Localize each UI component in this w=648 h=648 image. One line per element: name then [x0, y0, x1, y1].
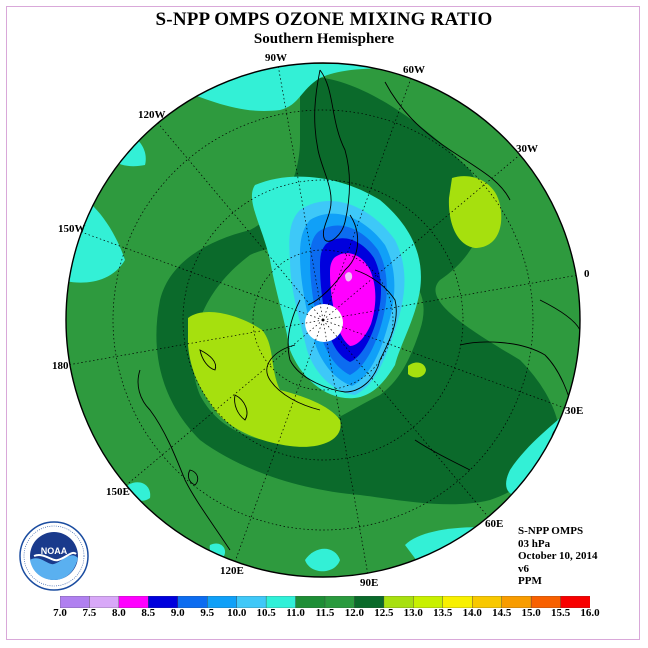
- colorbar-swatch: [560, 596, 590, 608]
- meridian-line: [125, 319, 324, 486]
- lon-label-90e: 90E: [360, 577, 379, 589]
- colorbar-tick-label: 11.5: [315, 607, 335, 619]
- colorbar-tick-label: 12.5: [374, 607, 394, 619]
- antarctica-coast: [287, 269, 397, 393]
- colorbar-tick-label: 7.0: [53, 607, 67, 619]
- coastlines: [137, 69, 580, 551]
- page-subtitle: Southern Hemisphere: [253, 31, 395, 47]
- lon-label-180: 180: [52, 360, 69, 372]
- meridian-line: [81, 231, 324, 321]
- version-label: v6: [518, 562, 529, 575]
- tasmania: [187, 469, 199, 486]
- indian-ocean-islands: [414, 439, 471, 471]
- meridians: [69, 66, 577, 574]
- latitude-circle: [112, 109, 534, 531]
- instrument-label: S-NPP OMPS: [518, 525, 584, 537]
- meridian-line: [322, 319, 368, 574]
- figure-frame: [6, 6, 640, 640]
- australia-coast: [137, 369, 231, 551]
- lon-label-120w: 120W: [138, 109, 166, 121]
- colorbar-tick-label: 11.0: [286, 607, 305, 619]
- africa-coast: [539, 299, 580, 331]
- contour-cyan-top: [180, 64, 470, 111]
- meridian-line: [278, 66, 324, 321]
- lon-label-30w: 30W: [516, 143, 538, 155]
- lon-label-150e: 150E: [106, 486, 130, 498]
- date-label: October 10, 2014: [518, 550, 598, 563]
- lon-label-0: 0: [584, 268, 590, 280]
- units-label: PPM: [518, 575, 542, 588]
- ozone-field: [66, 63, 580, 577]
- contour-cyan-bottom2: [305, 548, 340, 572]
- pressure-level: 03 hPa: [518, 537, 551, 550]
- contour-lime-3: [408, 362, 426, 378]
- colorbar-tick-label: 13.5: [433, 607, 453, 619]
- colorbar-tick-label: 15.0: [521, 607, 541, 619]
- meridian-line: [322, 275, 577, 321]
- pole-no-data: [305, 304, 343, 342]
- colorbar-tick-label: 8.5: [141, 607, 156, 619]
- meridian-line: [69, 319, 324, 365]
- meridian-line: [322, 154, 521, 321]
- colorbar-tick-label: 10.5: [256, 607, 276, 619]
- meridian-line: [322, 319, 489, 518]
- graticule: [112, 109, 534, 531]
- lon-label-60e: 60E: [485, 518, 504, 530]
- new-zealand-south: [234, 394, 248, 421]
- colorbar-tick-label: 9.5: [200, 607, 215, 619]
- lon-label-30e: 30E: [565, 405, 584, 417]
- colorbar-tick-label: 7.5: [82, 607, 97, 619]
- contour-lime-1: [188, 311, 341, 447]
- meridian-line: [322, 78, 412, 321]
- colorbar-tick-label: 9.0: [170, 607, 185, 619]
- antarctica-coast-west: [266, 344, 321, 411]
- noaa-logo: NOAA: [19, 521, 89, 591]
- colorbar-tick-label: 13.0: [403, 607, 423, 619]
- contour-pink: [345, 272, 353, 282]
- lon-label-60w: 60W: [403, 64, 425, 76]
- meridian-line: [322, 319, 565, 409]
- meridian-line: [234, 319, 324, 562]
- lon-label-90w: 90W: [265, 52, 287, 64]
- lon-label-150w: 150W: [58, 223, 86, 235]
- lon-label-120e: 120E: [220, 565, 244, 577]
- contour-lime-2: [448, 176, 502, 248]
- colorbar: [60, 596, 590, 608]
- colorbar-tick-label: 15.5: [550, 607, 571, 619]
- south-america-coast: [314, 69, 350, 242]
- colorbar-tick-label: 16.0: [580, 607, 600, 619]
- info-block: S-NPP OMPS 03 hPa October 10, 2014 v6 PP…: [518, 525, 598, 588]
- colorbar-tick-label: 8.0: [112, 607, 126, 619]
- latitude-circle: [252, 249, 394, 391]
- new-zealand-north: [199, 349, 217, 371]
- colorbar-tick-label: 12.0: [344, 607, 365, 619]
- logo-text: NOAA: [41, 546, 68, 556]
- south-america-east-coast: [384, 81, 511, 201]
- page-title: S-NPP OMPS OZONE MIXING RATIO: [155, 9, 493, 30]
- colorbar-tick-label: 10.0: [227, 607, 247, 619]
- meridian-line: [157, 122, 324, 321]
- contour-cyan-upper-left: [100, 129, 146, 167]
- latitude-circle: [182, 179, 464, 461]
- colorbar-tick-label: 14.0: [462, 607, 482, 619]
- colorbar-tick-label: 14.5: [492, 607, 512, 619]
- antarctic-peninsula: [307, 214, 359, 306]
- map-boundary: [65, 62, 581, 578]
